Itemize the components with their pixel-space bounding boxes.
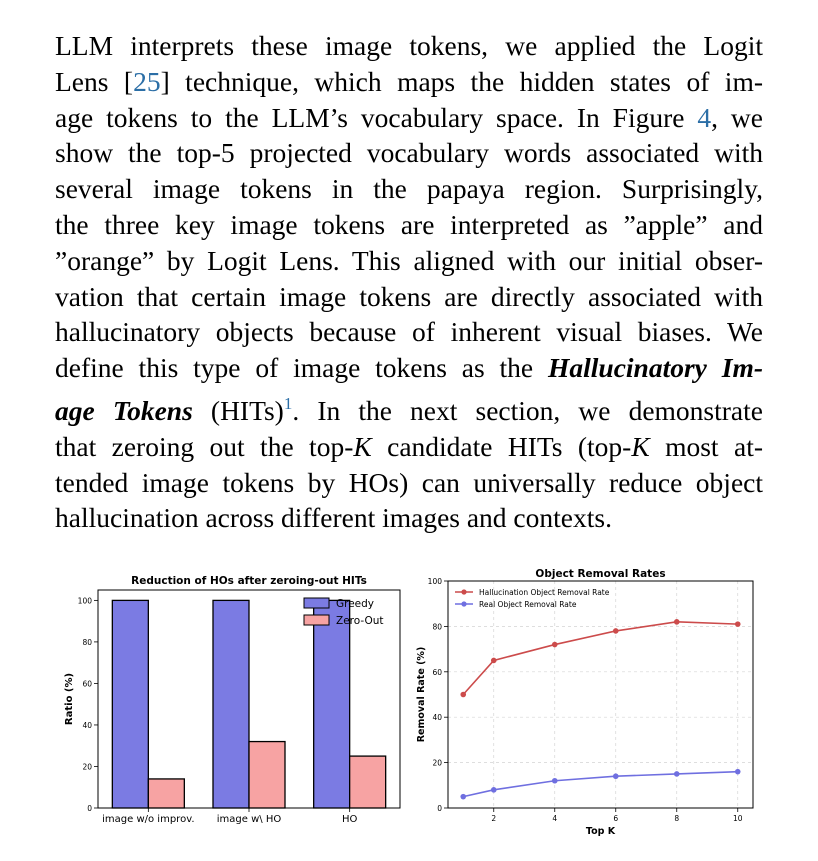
text-line: tended image tokens by HOs) can universa…: [55, 465, 763, 501]
legend-marker: [461, 601, 467, 607]
text-line: the three key image tokens are interpret…: [55, 207, 763, 243]
footnote-marker[interactable]: 1: [283, 393, 293, 413]
text-span: age Tokens: [55, 394, 193, 426]
y-tick-label: 80: [432, 622, 442, 631]
data-point: [490, 657, 497, 664]
text-span: ”orange” by Logit Lens. This aligned wit…: [55, 244, 763, 276]
x-tick-label: 6: [613, 814, 618, 823]
bar-zero-out: [248, 740, 286, 809]
body-paragraph: LLM interprets these image tokens, we ap…: [55, 28, 763, 536]
legend-label: Zero-Out: [336, 615, 383, 627]
x-tick-label: image w\ HO: [217, 814, 282, 825]
bar-greedy: [313, 599, 351, 809]
text-span: . In the next section, we demonstrate: [292, 394, 763, 426]
legend-label: Real Object Removal Rate: [479, 600, 577, 609]
bar-chart: Reduction of HOs after zeroing-out HITs R…: [64, 575, 401, 825]
data-point: [551, 641, 558, 648]
text-span: ] technique, which maps the hidden state…: [160, 65, 763, 97]
text-span: most at-: [649, 430, 763, 462]
y-tick-label: 100: [428, 577, 443, 586]
y-tick-label: 20: [432, 759, 442, 768]
y-tick-label: 40: [432, 713, 442, 722]
text-line: define this type of image tokens as the …: [55, 350, 763, 386]
legend-marker: [461, 589, 467, 595]
text-span: (HITs): [192, 394, 284, 426]
data-point: [551, 777, 558, 784]
citation-link[interactable]: 25: [133, 65, 161, 97]
series-line-0: [462, 621, 738, 696]
data-point: [460, 691, 467, 698]
text-span: , we: [711, 101, 763, 133]
legend-swatch: [303, 597, 330, 609]
y-tick-label: 100: [78, 596, 93, 605]
text-span: LLM interprets these image tokens, we ap…: [55, 30, 763, 61]
text-span: that zeroing out the top-: [55, 430, 354, 462]
legend-label: Greedy: [336, 598, 374, 610]
text-span: several image tokens in the papaya regio…: [55, 173, 763, 205]
text-span: vation that certain image tokens are dir…: [55, 280, 763, 312]
text-span: age tokens to the LLM’s vocabulary space…: [55, 101, 698, 133]
text-span: K: [353, 430, 372, 462]
bar-greedy: [111, 599, 149, 809]
line-chart: Object Removal Rates Removal Rate (%) Top …: [416, 568, 754, 837]
y-tick-label: 20: [82, 762, 92, 771]
plot-frame: [447, 580, 754, 809]
text-line: hallucinatory objects because of inheren…: [55, 314, 763, 350]
bar-zero-out: [147, 778, 185, 809]
y-tick-label: 60: [82, 679, 92, 688]
data-point: [612, 773, 619, 780]
text-span: Hallucinatory Im-: [547, 352, 763, 384]
text-span: candidate HITs (top-: [371, 430, 632, 462]
y-tick-label: 0: [87, 804, 92, 813]
data-point: [490, 787, 497, 793]
chart-title: Object Removal Rates: [535, 568, 665, 580]
y-axis-label: Ratio (%): [64, 673, 75, 725]
y-tick-label: 0: [437, 804, 442, 813]
bar-greedy: [212, 599, 250, 809]
plot-frame: [97, 589, 401, 809]
x-tick-label: 2: [491, 814, 496, 823]
citation-link[interactable]: 4: [697, 101, 712, 133]
legend-label: Hallucination Object Removal Rate: [479, 588, 610, 597]
series-line-1: [463, 770, 738, 798]
x-axis-label: Top K: [586, 826, 616, 837]
data-point: [673, 619, 680, 625]
data-point: [673, 771, 680, 777]
text-span: define this type of image tokens as the: [55, 352, 548, 384]
x-tick-label: 10: [733, 814, 743, 823]
text-line: ”orange” by Logit Lens. This aligned wit…: [55, 243, 763, 279]
text-line: several image tokens in the papaya regio…: [55, 171, 763, 207]
x-tick-label: 8: [674, 814, 679, 823]
text-line: age tokens to the LLM’s vocabulary space…: [55, 100, 763, 136]
text-line: hallucination across different images an…: [55, 500, 763, 536]
data-point: [612, 628, 619, 634]
text-span: tended image tokens by HOs) can universa…: [55, 466, 763, 498]
text-span: hallucinatory objects because of inheren…: [55, 316, 763, 348]
text-span: the three key image tokens are interpret…: [55, 208, 763, 240]
x-tick-label: image w/o improv.: [102, 814, 194, 825]
data-point: [460, 793, 467, 800]
y-axis-label: Removal Rate (%): [416, 647, 427, 743]
text-line: vation that certain image tokens are dir…: [55, 279, 763, 315]
text-line: that zeroing out the top-K candidate HIT…: [55, 429, 763, 465]
y-tick-label: 60: [432, 668, 442, 677]
text-span: show the top-5 projected vocabulary word…: [55, 137, 763, 169]
text-line: age Tokens (HITs)1. In the next section,…: [55, 386, 763, 429]
data-point: [734, 621, 741, 627]
text-line: LLM interprets these image tokens, we ap…: [55, 28, 763, 64]
text-line: show the top-5 projected vocabulary word…: [55, 135, 763, 171]
text-span: K: [631, 430, 650, 462]
x-tick-label: 4: [552, 814, 557, 823]
legend-swatch: [303, 614, 330, 626]
bar-zero-out: [349, 755, 387, 809]
y-tick-label: 40: [82, 721, 92, 730]
y-tick-label: 80: [82, 638, 92, 647]
text-span: Lens [: [55, 65, 134, 97]
chart-title: Reduction of HOs after zeroing-out HITs: [131, 575, 367, 587]
data-point: [734, 768, 741, 775]
text-line: Lens [25] technique, which maps the hidd…: [55, 64, 763, 100]
text-span: hallucination across different images an…: [55, 502, 612, 534]
x-tick-label: HO: [342, 814, 358, 825]
